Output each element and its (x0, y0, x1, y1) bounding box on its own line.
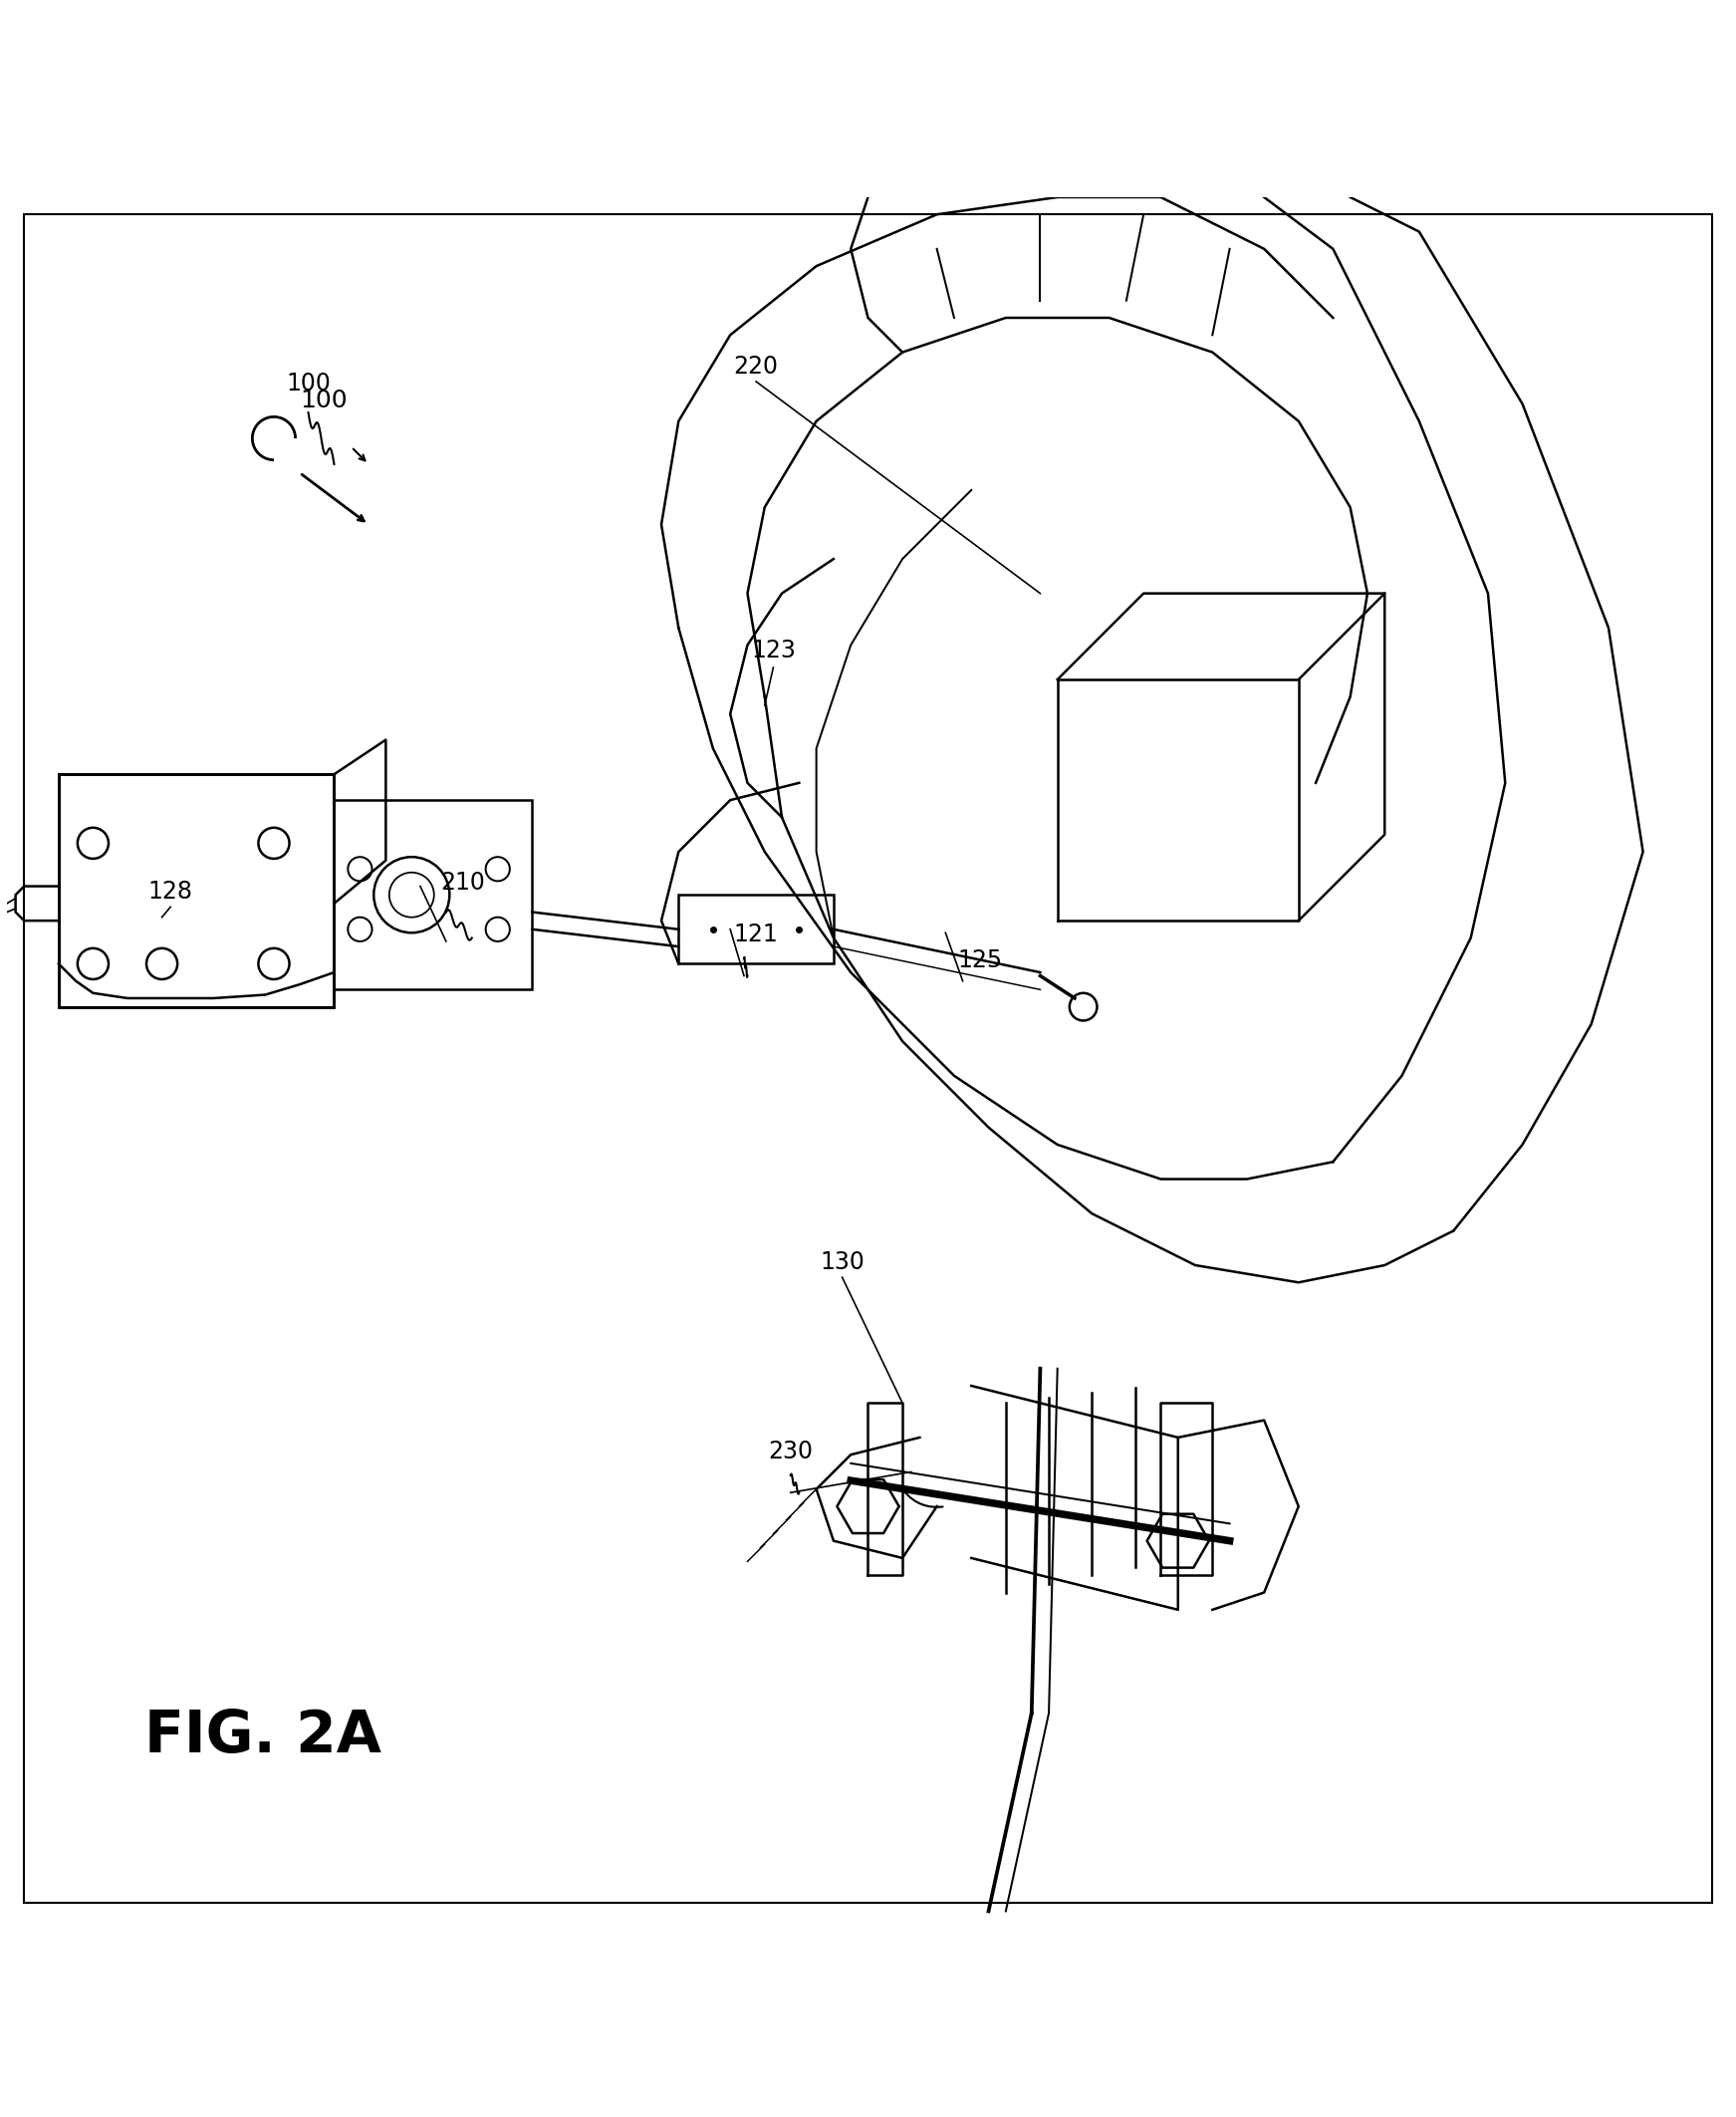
Text: 121: 121 (734, 923, 778, 946)
Bar (333, 800, 533, 989)
Text: 210: 210 (441, 870, 486, 895)
Bar (59, 775, 333, 1008)
Text: 130: 130 (819, 1249, 865, 1274)
Text: 100: 100 (300, 390, 347, 413)
Text: 220: 220 (734, 354, 778, 379)
Text: 128: 128 (148, 879, 193, 904)
Text: 125: 125 (958, 948, 1002, 972)
Bar (679, 895, 833, 963)
Text: 100: 100 (286, 370, 330, 396)
Text: FIG. 2A: FIG. 2A (144, 1708, 382, 1766)
Text: 230: 230 (767, 1440, 812, 1463)
Text: 123: 123 (752, 639, 795, 663)
